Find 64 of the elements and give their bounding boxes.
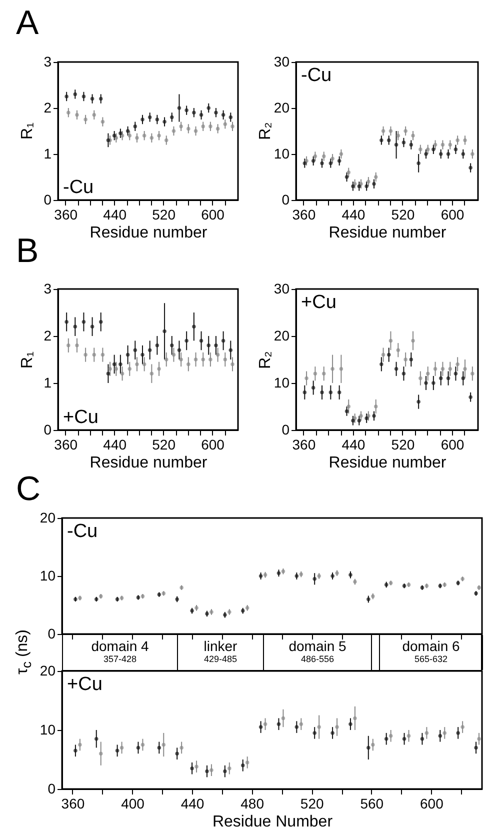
annotation: +Cu: [301, 292, 336, 313]
x-axis-title: Residue number: [328, 224, 447, 242]
y-tick-label: 3: [44, 280, 52, 296]
x-tick-label: 400: [121, 796, 145, 812]
annotation: -Cu: [67, 521, 98, 542]
y-tick-label: 2: [44, 328, 52, 344]
y-tick-label: 0: [48, 780, 56, 796]
y-axis-title: R₁: [19, 122, 37, 140]
x-tick-label: 600: [420, 796, 444, 812]
x-axis-title: Residue number: [90, 454, 208, 472]
x-tick-label: 440: [180, 796, 204, 812]
x-tick-label: 440: [342, 436, 366, 452]
annotation: +Cu: [67, 674, 102, 695]
x-tick-label: 520: [391, 206, 415, 222]
x-tick-label: 440: [103, 206, 127, 222]
y-tick-label: 10: [40, 722, 56, 738]
x-tick-label: 600: [440, 206, 464, 222]
x-tick-label: 480: [240, 796, 264, 812]
x-tick-label: 360: [292, 206, 316, 222]
y-tick-label: 20: [40, 662, 56, 678]
x-tick-label: 600: [201, 436, 225, 452]
y-tick-label: 20: [274, 328, 290, 344]
y-tick-label: 3: [44, 54, 52, 70]
x-tick-label: 360: [61, 796, 85, 812]
x-axis-title: Residue number: [328, 454, 447, 472]
x-tick-label: 360: [292, 436, 316, 452]
y-tick-label: 20: [40, 510, 56, 526]
y-tick-label: 30: [274, 280, 290, 296]
annotation: -Cu: [63, 177, 94, 198]
y-tick-label: 20: [274, 100, 290, 116]
chart-title: B: [16, 232, 39, 270]
x-tick-label: 520: [391, 436, 415, 452]
x-tick-label: 360: [54, 206, 78, 222]
x-tick-label: 440: [342, 206, 366, 222]
x-axis-title: Residue Number: [212, 814, 334, 830]
y-tick-label: 10: [274, 146, 290, 162]
x-tick-label: 520: [300, 796, 324, 812]
y-tick-label: 0: [282, 192, 290, 208]
annotation: +Cu: [63, 407, 98, 428]
y-tick-label: 0: [44, 192, 52, 208]
x-tick-label: 360: [54, 436, 78, 452]
chart-title: A: [16, 4, 39, 42]
x-tick-label: 600: [201, 206, 225, 222]
x-tick-label: 440: [103, 436, 127, 452]
y-tick-label: 0: [48, 626, 56, 642]
x-tick-label: 520: [152, 436, 176, 452]
x-axis-title: Residue number: [90, 224, 208, 242]
y-tick-label: 30: [274, 54, 290, 70]
x-tick-label: 600: [440, 436, 464, 452]
y-tick-label: 1: [44, 374, 52, 390]
domain-strip: domain 4 357-428 linker 429-485 domain 5 486-556 domain 6 565-632: [62, 634, 482, 671]
y-tick-label: 2: [44, 100, 52, 116]
y-axis-title: R₁: [19, 351, 37, 368]
y-axis-title: R₂: [257, 350, 275, 368]
y-axis-title: R₂: [257, 122, 275, 140]
annotation: -Cu: [301, 65, 332, 86]
y-tick-label: 0: [282, 422, 290, 438]
y-tick-label: 10: [274, 374, 290, 390]
y-tick-label: 1: [44, 146, 52, 162]
x-tick-label: 520: [152, 206, 176, 222]
x-tick-label: 560: [360, 796, 384, 812]
y-tick-label: 10: [40, 568, 56, 584]
chart-title: C: [16, 470, 41, 508]
y-tick-label: 0: [44, 422, 52, 438]
